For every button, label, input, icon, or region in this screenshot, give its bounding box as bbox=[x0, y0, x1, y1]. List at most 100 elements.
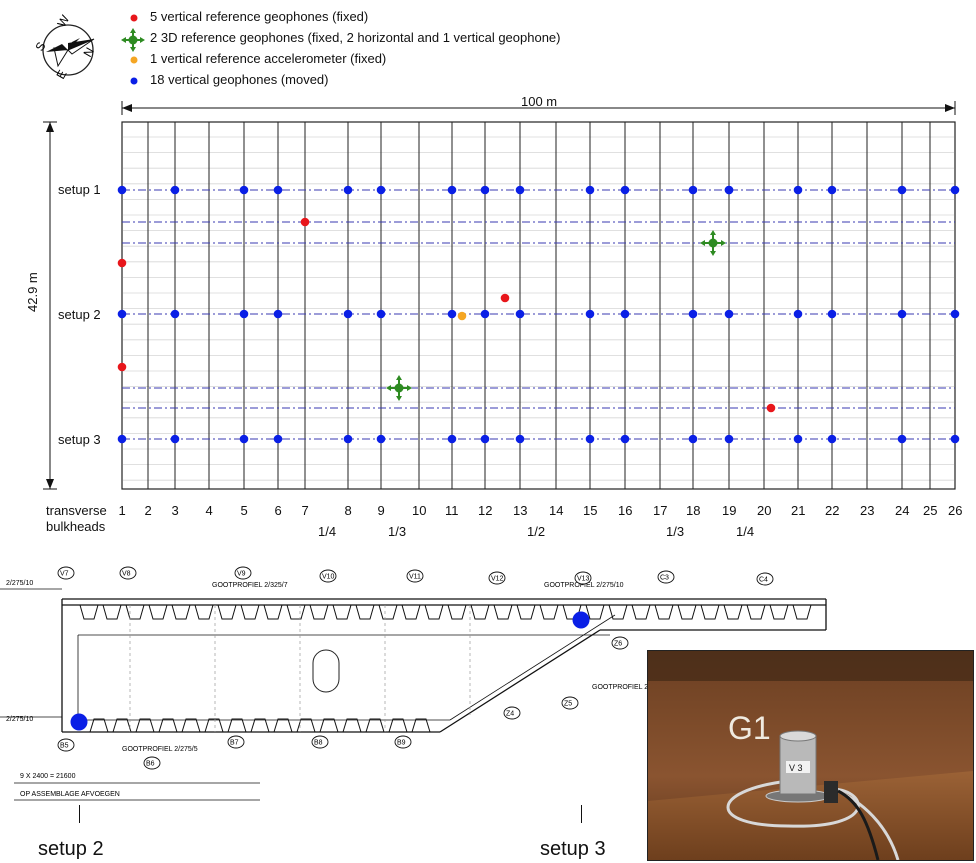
blue-geophone-dot bbox=[585, 434, 595, 444]
blue-dot-icon bbox=[130, 77, 138, 85]
bulkhead-number: 18 bbox=[686, 503, 701, 518]
bulkhead-number: 11 bbox=[445, 503, 459, 518]
drawing-tag: V11 bbox=[409, 574, 421, 581]
bulkhead-number: 13 bbox=[513, 503, 528, 518]
blue-geophone-dot bbox=[447, 309, 457, 319]
setup-1-label: setup 1 bbox=[58, 182, 101, 197]
bulkhead-number: 22 bbox=[825, 503, 840, 518]
blue-geophone-dot bbox=[447, 434, 457, 444]
blue-geophone-dot bbox=[480, 185, 490, 195]
blue-geophone-dot bbox=[793, 434, 803, 444]
bulkhead-number: 7 bbox=[301, 503, 309, 518]
green-3d-geophone-icon bbox=[700, 230, 726, 256]
drawing-tag: B7 bbox=[230, 740, 239, 747]
blue-geophone-dot bbox=[620, 309, 630, 319]
blue-geophone-dot bbox=[239, 185, 249, 195]
setup-3-label: setup 3 bbox=[58, 432, 101, 447]
drawing-tag: V8 bbox=[122, 571, 131, 578]
grid-frame bbox=[121, 121, 956, 490]
blue-geophone-dot bbox=[515, 309, 525, 319]
drawing-label-gootprofiel-2: GOOTPROFIEL 2/275/10 bbox=[544, 582, 624, 589]
arrowhead bbox=[122, 104, 132, 112]
blue-geophone-dot bbox=[793, 185, 803, 195]
cross-section-drawing: 2/275/10 2/275/10 GOOTPROFIEL 2/325/7 GO… bbox=[0, 566, 827, 801]
green-3d-geophone-icon bbox=[386, 375, 412, 401]
bulkhead-fraction: 1/3 bbox=[666, 524, 685, 539]
drawing-tag: Z4 bbox=[506, 711, 514, 718]
bulkhead-number: 20 bbox=[757, 503, 772, 518]
bulkhead-number: 26 bbox=[948, 503, 963, 518]
drawing-assembly-text: OP ASSEMBLAGE AFVOEGEN bbox=[20, 791, 120, 798]
drawing-tag: V7 bbox=[60, 571, 69, 578]
blue-geophone-dot bbox=[447, 185, 457, 195]
photo-marking-g1: G1 bbox=[728, 710, 771, 746]
blue-geophone-dot bbox=[897, 309, 907, 319]
bulkhead-fraction: 1/2 bbox=[527, 524, 546, 539]
bulkhead-number: 16 bbox=[618, 503, 633, 518]
blue-geophone-dot bbox=[688, 185, 698, 195]
red-reference-geophone bbox=[300, 217, 310, 227]
arrowhead bbox=[46, 122, 54, 132]
drawing-tag: C4 bbox=[759, 577, 768, 584]
blue-geophone-dot bbox=[343, 185, 353, 195]
blue-geophone-dot bbox=[239, 309, 249, 319]
bulkhead-number: 24 bbox=[895, 503, 910, 518]
blue-geophone-dot bbox=[585, 185, 595, 195]
bulkhead-number: 5 bbox=[240, 503, 248, 518]
bulkhead-number: 25 bbox=[923, 503, 938, 518]
blue-geophone-dot bbox=[620, 434, 630, 444]
setup-2-bottom-label: setup 2 bbox=[38, 838, 104, 860]
arrowhead bbox=[46, 479, 54, 489]
blue-geophone-dot bbox=[688, 309, 698, 319]
drawing-tag: B5 bbox=[60, 743, 69, 750]
bulkhead-fraction: 1/4 bbox=[736, 524, 755, 539]
bulkhead-number: 19 bbox=[722, 503, 737, 518]
setup-3-bottom-label: setup 3 bbox=[540, 838, 606, 860]
green-3d-marker-icon bbox=[121, 28, 145, 52]
bulkhead-number: 17 bbox=[653, 503, 668, 518]
bulkhead-number: 8 bbox=[344, 503, 352, 518]
orange-accelerometer bbox=[457, 311, 467, 321]
compass-w: W bbox=[54, 14, 72, 30]
drawing-tag: Z6 bbox=[614, 641, 622, 648]
blue-geophone-dot bbox=[343, 434, 353, 444]
bulkheads-label-line1: transverse bbox=[46, 503, 107, 518]
blue-geophone-dot bbox=[170, 434, 180, 444]
bulkhead-number: 6 bbox=[274, 503, 282, 518]
drawing-tag: V13 bbox=[577, 576, 590, 583]
setup-2-label: setup 2 bbox=[58, 307, 101, 322]
setup-2-sensor-dot bbox=[70, 713, 88, 731]
compass-rose-icon: N E S W bbox=[32, 14, 96, 82]
red-reference-geophone bbox=[117, 258, 127, 268]
setup-3-tick bbox=[581, 805, 582, 823]
bulkhead-number: 21 bbox=[791, 503, 806, 518]
bulkhead-number: 15 bbox=[583, 503, 598, 518]
legend-item-green: 2 3D reference geophones (fixed, 2 horiz… bbox=[150, 30, 561, 45]
blue-geophone-dot bbox=[170, 185, 180, 195]
bulkheads-label-line2: bulkheads bbox=[46, 519, 106, 534]
bulkhead-number: 14 bbox=[549, 503, 564, 518]
drawing-label-leftmid: 2/275/10 bbox=[6, 716, 33, 723]
bulkhead-number: 3 bbox=[171, 503, 179, 518]
drawing-dim-text: 9 X 2400 = 21600 bbox=[20, 773, 76, 780]
drawing-label-topleft: 2/275/10 bbox=[6, 580, 33, 587]
blue-geophone-dot bbox=[480, 309, 490, 319]
blue-geophone-dot bbox=[950, 309, 960, 319]
geophone-photo: G1 V 3 bbox=[647, 650, 974, 861]
drawing-tag: B6 bbox=[146, 761, 155, 768]
legend-item-red: 5 vertical reference geophones (fixed) bbox=[150, 9, 369, 24]
blue-geophone-dot bbox=[724, 309, 734, 319]
drawing-tag: V10 bbox=[322, 574, 335, 581]
blue-geophone-dot bbox=[117, 185, 127, 195]
bulkhead-number: 4 bbox=[205, 503, 213, 518]
bulkhead-number: 23 bbox=[860, 503, 875, 518]
bulkhead-number: 10 bbox=[412, 503, 427, 518]
blue-geophone-dot bbox=[376, 185, 386, 195]
blue-geophone-dot bbox=[724, 185, 734, 195]
bulkhead-fraction: 1/4 bbox=[318, 524, 337, 539]
blue-geophone-dot bbox=[376, 309, 386, 319]
red-reference-geophone bbox=[117, 362, 127, 372]
blue-geophone-dot bbox=[117, 309, 127, 319]
red-reference-geophone bbox=[500, 293, 510, 303]
blue-geophone-dot bbox=[170, 309, 180, 319]
